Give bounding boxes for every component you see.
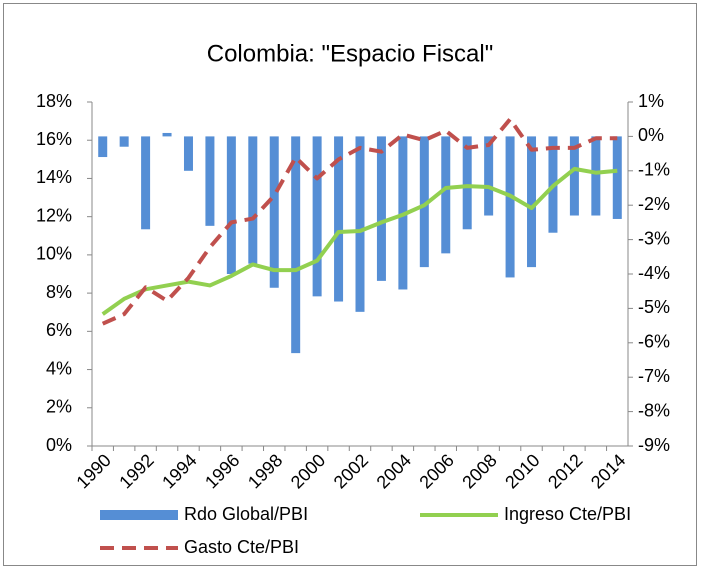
y2-tick-label: -7% <box>638 366 670 386</box>
y-tick-label: 0% <box>46 435 72 455</box>
bar <box>162 132 172 137</box>
bar <box>484 136 494 216</box>
y-tick-label: 16% <box>36 129 72 149</box>
legend-swatch <box>100 510 178 520</box>
y-tick-label: 14% <box>36 167 72 187</box>
bar <box>205 136 215 226</box>
legend-label: Gasto Cte/PBI <box>184 537 299 557</box>
y2-tick-label: -1% <box>638 160 670 180</box>
bar <box>269 136 279 288</box>
legend-label: Ingreso Cte/PBI <box>504 504 631 524</box>
y-tick-label: 6% <box>46 320 72 340</box>
bar <box>183 136 193 171</box>
y2-tick-label: 0% <box>638 125 664 145</box>
y2-tick-label: -3% <box>638 228 670 248</box>
bar <box>505 136 515 278</box>
bar <box>462 136 472 230</box>
chart-title: Colombia: "Espacio Fiscal" <box>207 40 493 67</box>
bar <box>419 136 429 268</box>
line-series <box>101 166 618 316</box>
y-tick-label: 10% <box>36 244 72 264</box>
y-tick-label: 4% <box>46 358 72 378</box>
y2-tick-label: -4% <box>638 263 670 283</box>
y2-tick-label: -8% <box>638 400 670 420</box>
y2-tick-label: -9% <box>638 435 670 455</box>
legend-label: Rdo Global/PBI <box>184 504 308 524</box>
bar <box>591 136 601 216</box>
bar <box>119 136 129 147</box>
bar <box>248 136 258 264</box>
bar <box>612 136 622 219</box>
y2-tick-label: -2% <box>638 194 670 214</box>
bar <box>334 136 344 302</box>
y-tick-label: 12% <box>36 205 72 225</box>
y-tick-label: 18% <box>36 91 72 111</box>
y-tick-label: 8% <box>46 282 72 302</box>
bar <box>376 136 386 281</box>
y-tick-label: 2% <box>46 397 72 417</box>
y2-tick-label: -5% <box>638 297 670 317</box>
y2-tick-label: 1% <box>638 91 664 111</box>
bar <box>141 136 151 230</box>
bar <box>441 136 451 254</box>
chart-frame <box>3 3 697 566</box>
bar <box>527 136 537 268</box>
line-series <box>101 117 618 326</box>
bar <box>312 136 322 297</box>
y2-tick-label: -6% <box>638 332 670 352</box>
bar <box>98 136 108 158</box>
bar <box>355 136 365 312</box>
bar <box>226 136 236 274</box>
bar <box>569 136 579 216</box>
bar <box>291 136 301 354</box>
